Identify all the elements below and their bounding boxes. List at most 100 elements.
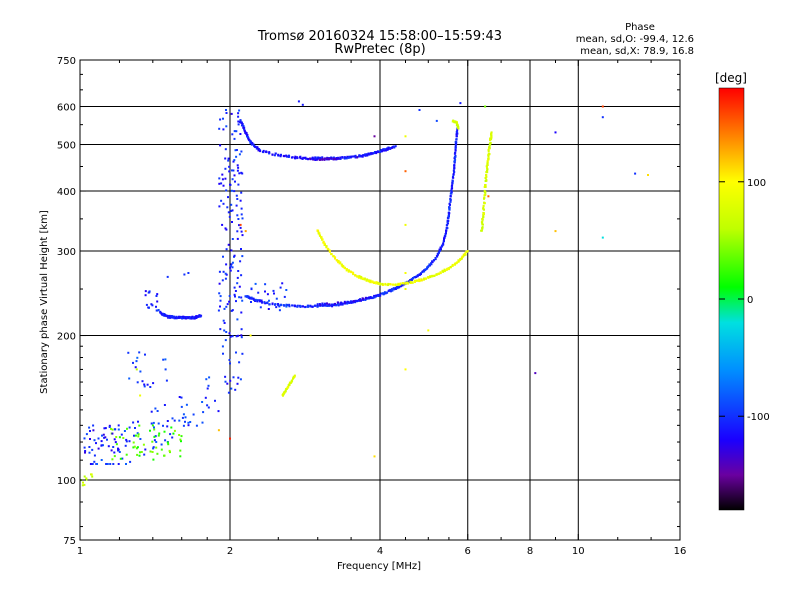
data-point [449,195,452,198]
y-tick-label: 200 [57,332,76,343]
y-tick-label: 600 [57,103,76,114]
data-point [387,147,390,150]
data-point [145,303,148,306]
data-point [349,301,352,304]
data-point [418,279,420,282]
data-point [449,200,452,203]
data-point [487,195,490,198]
data-point [282,155,285,157]
data-point [106,438,108,441]
data-point [256,299,259,302]
data-point [83,483,86,486]
data-point [200,314,203,317]
data-point [291,156,294,159]
data-point [328,303,331,306]
data-point [201,401,204,403]
data-point [480,229,483,232]
data-point [224,375,227,378]
data-point [271,302,274,305]
data-point [441,244,444,247]
data-point [320,236,323,239]
data-point [240,150,243,153]
data-point [326,157,329,160]
data-point [237,218,240,220]
data-point [227,243,230,246]
data-point [255,147,258,150]
data-point [227,196,229,199]
data-point [264,290,266,293]
data-point [249,334,252,337]
data-point [207,384,210,387]
data-point [273,292,275,295]
data-point [454,145,457,148]
data-point [230,203,233,206]
data-point [234,149,237,152]
data-point [279,303,282,306]
data-point [278,309,281,312]
data-point [144,448,147,451]
data-point [221,178,224,181]
data-point [345,268,348,271]
data-point [110,427,112,430]
data-point [236,214,239,217]
data-point [404,272,407,274]
data-point [222,255,224,258]
data-point [233,130,236,133]
data-point [204,396,207,399]
data-point [362,298,365,301]
data-point [229,437,231,440]
data-point [241,172,244,175]
data-point [93,439,96,442]
data-point [235,149,238,151]
data-point [171,436,174,439]
data-point [352,155,355,158]
data-point [481,218,484,221]
data-point [247,295,250,298]
data-point [375,294,378,297]
data-point [334,302,337,305]
data-point [373,152,376,155]
data-point [447,222,449,225]
data-point [225,189,228,192]
data-point [222,128,225,131]
data-point [238,285,241,288]
data-point [488,147,491,150]
data-point [484,184,487,186]
data-point [293,374,296,377]
data-point [451,181,454,184]
data-point [111,458,114,461]
data-point [487,155,490,158]
data-point [113,455,116,458]
data-point [373,294,376,297]
data-point [284,390,287,393]
data-point [234,295,236,298]
data-point [433,259,436,262]
data-point [230,210,233,212]
data-point [169,433,172,436]
data-point [153,439,156,442]
data-point [423,277,425,280]
data-point [290,379,293,382]
data-point [85,433,88,436]
data-point [235,155,238,158]
data-point [240,296,243,299]
data-point [187,424,190,427]
data-point [362,297,365,300]
data-point [443,238,445,240]
data-point [181,416,184,419]
data-point [488,145,491,148]
data-point [262,149,265,152]
data-point [416,274,419,277]
data-point [396,286,398,288]
data-point [168,449,171,452]
data-point [482,208,485,211]
data-point [252,143,255,146]
data-point [226,206,229,209]
data-point [184,420,186,423]
data-point [279,286,282,289]
data-point [171,315,174,318]
data-point [303,156,306,159]
data-point [321,156,324,159]
data-point [153,426,155,429]
data-point [367,296,370,299]
